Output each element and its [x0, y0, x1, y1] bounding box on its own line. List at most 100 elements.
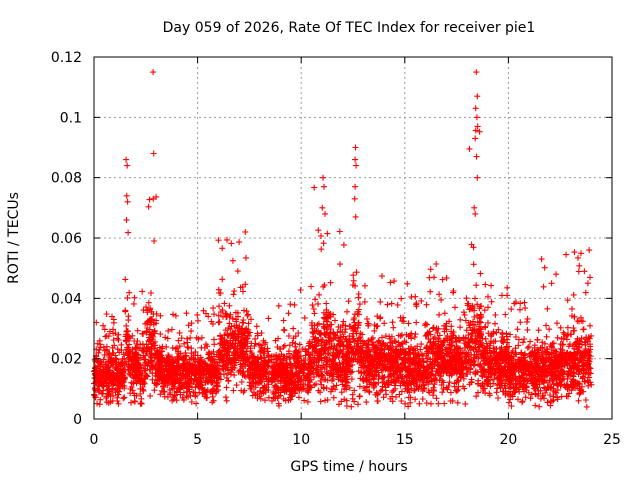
data-point — [320, 321, 327, 328]
data-point — [123, 156, 130, 163]
data-point — [140, 387, 147, 394]
data-point — [223, 311, 230, 317]
data-point — [306, 367, 313, 374]
data-point — [133, 368, 140, 375]
data-point — [355, 401, 361, 408]
data-point — [326, 338, 333, 345]
data-point — [262, 397, 268, 404]
data-point — [315, 372, 322, 379]
data-point — [229, 315, 236, 322]
data-point — [234, 354, 241, 361]
data-point — [100, 322, 107, 329]
data-point — [312, 343, 319, 350]
data-point — [226, 356, 233, 362]
data-point — [362, 282, 368, 289]
data-point — [260, 350, 267, 357]
data-point — [217, 352, 224, 359]
data-point — [304, 385, 311, 391]
data-point — [107, 356, 114, 363]
data-point — [231, 362, 238, 369]
data-point — [176, 329, 183, 336]
data-point — [264, 345, 271, 352]
data-point — [398, 295, 405, 302]
data-point — [197, 358, 204, 365]
data-point — [241, 307, 247, 314]
data-point — [148, 341, 155, 348]
data-point — [124, 294, 131, 301]
data-point — [381, 320, 388, 327]
data-point — [150, 69, 157, 76]
data-point — [246, 332, 252, 339]
data-point — [327, 279, 334, 286]
data-point — [153, 347, 160, 354]
data-point — [182, 353, 189, 360]
data-point — [527, 395, 534, 402]
data-point — [215, 348, 222, 355]
data-point — [355, 291, 362, 297]
data-point — [231, 344, 238, 351]
data-point — [257, 395, 264, 402]
data-point — [118, 341, 125, 348]
data-point — [439, 389, 446, 396]
data-point — [285, 333, 292, 339]
data-point — [282, 366, 289, 373]
data-point — [228, 240, 235, 247]
data-point — [408, 293, 415, 300]
data-point — [215, 312, 222, 319]
data-point — [341, 385, 348, 392]
data-point — [326, 372, 333, 379]
data-point — [169, 385, 176, 392]
data-point — [223, 397, 230, 404]
data-point — [435, 400, 442, 407]
data-point — [252, 335, 259, 342]
data-point — [317, 331, 324, 338]
data-point — [258, 390, 265, 397]
data-point — [334, 329, 341, 336]
data-point — [322, 376, 329, 383]
data-point — [330, 336, 337, 343]
data-point — [161, 393, 168, 400]
data-point — [299, 364, 306, 371]
data-point — [151, 387, 158, 394]
data-point — [148, 290, 154, 296]
data-point — [311, 373, 317, 380]
data-point — [333, 382, 340, 389]
data-point — [292, 364, 299, 371]
data-point — [305, 352, 312, 359]
data-point — [188, 376, 194, 383]
data-point — [388, 300, 395, 307]
data-point — [234, 345, 241, 352]
data-point — [227, 326, 234, 333]
data-point — [183, 310, 190, 317]
data-point — [199, 386, 206, 393]
data-point — [277, 362, 284, 369]
data-point — [123, 322, 130, 329]
data-point — [139, 288, 146, 295]
data-point — [230, 291, 237, 298]
data-point — [160, 389, 167, 396]
data-point — [553, 271, 560, 278]
data-point — [205, 351, 212, 358]
data-point — [433, 261, 440, 267]
data-point — [329, 363, 336, 370]
data-point — [197, 381, 204, 388]
data-point — [461, 311, 468, 318]
data-point — [382, 387, 389, 394]
data-point — [247, 329, 253, 336]
data-point — [133, 380, 140, 387]
data-point — [131, 294, 138, 301]
data-point — [563, 251, 570, 258]
data-point — [193, 400, 200, 407]
data-point — [176, 377, 183, 384]
data-point — [412, 331, 419, 338]
data-point — [313, 367, 320, 374]
data-point — [299, 346, 306, 352]
data-point — [157, 331, 164, 338]
data-point — [246, 379, 253, 386]
data-point — [181, 340, 188, 347]
data-point — [476, 128, 483, 135]
data-point — [170, 311, 176, 318]
data-point — [208, 318, 215, 325]
data-point — [241, 328, 248, 335]
data-point — [215, 286, 222, 293]
